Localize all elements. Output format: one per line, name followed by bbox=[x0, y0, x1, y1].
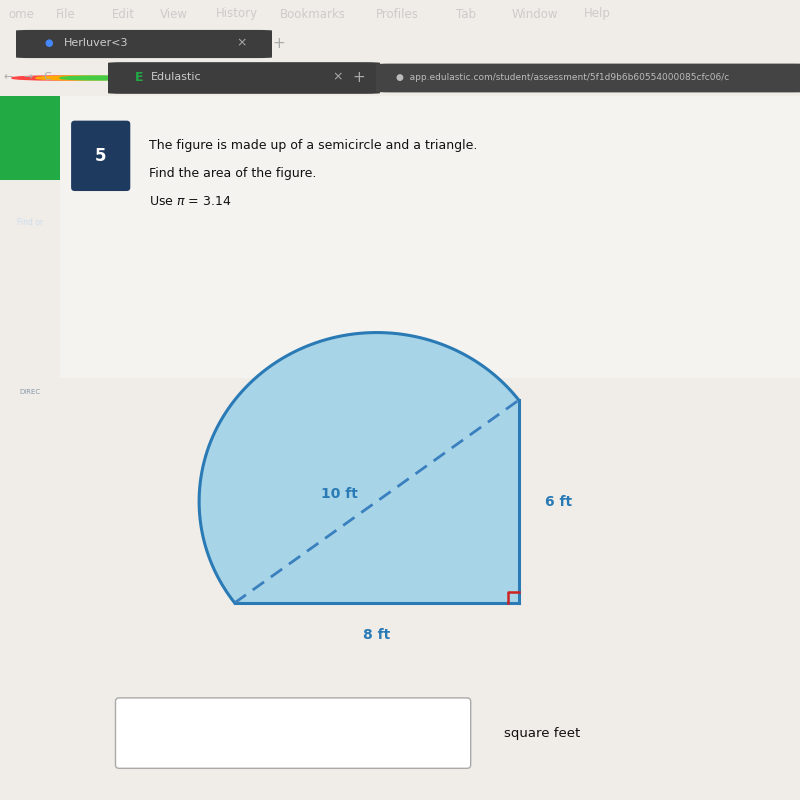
Text: Window: Window bbox=[512, 7, 558, 21]
Text: ×: × bbox=[236, 37, 246, 50]
Polygon shape bbox=[199, 333, 518, 603]
FancyBboxPatch shape bbox=[376, 64, 800, 92]
Text: square feet: square feet bbox=[504, 726, 580, 740]
Bar bbox=[0, 96, 60, 181]
Text: File: File bbox=[56, 7, 76, 21]
Text: View: View bbox=[160, 7, 188, 21]
Text: 8 ft: 8 ft bbox=[363, 627, 390, 642]
FancyBboxPatch shape bbox=[108, 62, 380, 94]
Text: +: + bbox=[352, 70, 365, 85]
Text: Find the area of the figure.: Find the area of the figure. bbox=[149, 167, 316, 180]
Text: ←: ← bbox=[3, 72, 13, 82]
Text: Profiles: Profiles bbox=[376, 7, 419, 21]
Text: Use $\pi$ = 3.14: Use $\pi$ = 3.14 bbox=[149, 195, 231, 208]
Text: Find or: Find or bbox=[17, 218, 43, 227]
Circle shape bbox=[60, 76, 148, 80]
FancyBboxPatch shape bbox=[115, 698, 470, 768]
Text: Bookmarks: Bookmarks bbox=[280, 7, 346, 21]
FancyBboxPatch shape bbox=[16, 30, 272, 58]
Text: Edulastic: Edulastic bbox=[150, 72, 201, 82]
Text: ●  app.edulastic.com/student/assessment/5f1d9b6b60554000085cfc06/c: ● app.edulastic.com/student/assessment/5… bbox=[396, 73, 730, 82]
Text: 6 ft: 6 ft bbox=[545, 494, 572, 509]
Text: C: C bbox=[43, 72, 51, 82]
Text: ×: × bbox=[332, 70, 342, 84]
Text: +: + bbox=[272, 36, 285, 51]
Text: The figure is made up of a semicircle and a triangle.: The figure is made up of a semicircle an… bbox=[149, 138, 477, 152]
Text: ome: ome bbox=[8, 7, 34, 21]
Text: Edit: Edit bbox=[112, 7, 135, 21]
Text: →: → bbox=[23, 72, 33, 82]
Text: DIREC: DIREC bbox=[19, 389, 41, 394]
Text: 10 ft: 10 ft bbox=[322, 487, 358, 502]
Text: Help: Help bbox=[584, 7, 611, 21]
Text: E: E bbox=[134, 70, 143, 84]
FancyBboxPatch shape bbox=[71, 121, 130, 191]
Circle shape bbox=[36, 76, 124, 80]
Text: History: History bbox=[216, 7, 258, 21]
Text: Tab: Tab bbox=[456, 7, 476, 21]
Text: ●: ● bbox=[44, 38, 53, 48]
Circle shape bbox=[12, 76, 100, 80]
Text: Herluver<3: Herluver<3 bbox=[64, 38, 129, 48]
Text: 5: 5 bbox=[95, 147, 106, 165]
Bar bbox=[60, 96, 800, 378]
